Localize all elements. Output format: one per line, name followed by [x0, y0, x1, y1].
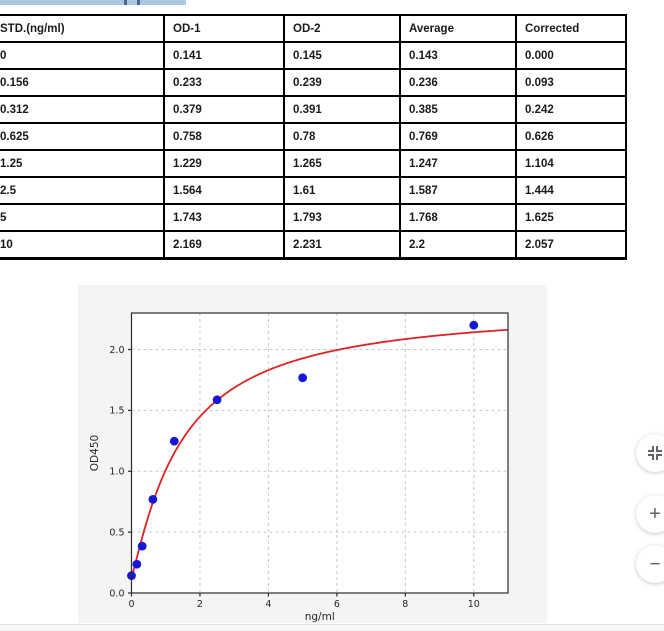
standard-curve-panel: 0 2 4 6 8 10 0.0 0.5 1.0 1.5 2.0 ng/ml OD450: [78, 285, 547, 623]
table-cell: 5: [0, 203, 165, 232]
standards-table: STD.(ng/ml) OD-1 OD-2 Average Corrected 0 0.1…: [0, 14, 627, 260]
table-cell: 2.5: [0, 176, 165, 205]
table-cell: 0: [0, 41, 165, 70]
table-cell: 1.104: [515, 149, 627, 178]
table-cell: 1.265: [283, 149, 401, 178]
table-cell: 0.000: [515, 41, 627, 70]
table-cell: 1.564: [163, 176, 285, 205]
table-cell: 1.25: [0, 149, 165, 178]
y-tick-label: 0.5: [109, 527, 124, 538]
table-cell: 1.61: [283, 176, 401, 205]
table-cell: 0.239: [283, 68, 401, 97]
table-row: 1.25 1.229 1.265 1.247 1.104: [0, 149, 627, 178]
table-row: 10 2.169 2.231 2.2 2.057: [0, 230, 627, 260]
x-axis-label: ng/ml: [305, 611, 335, 623]
x-tick-label: 2: [197, 599, 203, 610]
compress-icon: [648, 446, 662, 460]
table-cell: 1.229: [163, 149, 285, 178]
minus-icon: −: [649, 553, 661, 575]
window-edge: [0, 624, 664, 631]
plot-area: [131, 313, 508, 593]
x-tick-label: 4: [265, 599, 271, 610]
table-cell: 0.385: [399, 95, 517, 124]
table-row: 0.625 0.758 0.78 0.769 0.626: [0, 122, 627, 151]
zoom-in-button[interactable]: +: [636, 495, 664, 533]
table-cell: 0.758: [163, 122, 285, 151]
table-cell: 0.626: [515, 122, 627, 151]
x-tick-label: 10: [468, 599, 480, 610]
table-header-cell: Corrected: [515, 14, 627, 43]
table-cell: 10: [0, 230, 165, 260]
table-row: 0.156 0.233 0.239 0.236 0.093: [0, 68, 627, 97]
table-cell: 2.057: [515, 230, 627, 260]
table-cell: 0.379: [163, 95, 285, 124]
table-header-cell: OD-1: [163, 14, 285, 43]
data-point: [148, 494, 158, 504]
table-cell: 0.242: [515, 95, 627, 124]
fit-to-screen-button[interactable]: [636, 434, 664, 472]
table-cell: 0.233: [163, 68, 285, 97]
table-cell: 1.625: [515, 203, 627, 232]
data-point: [212, 395, 222, 405]
x-tick-label: 6: [334, 599, 340, 610]
table-cell: 1.247: [399, 149, 517, 178]
table-cell: 1.587: [399, 176, 517, 205]
table-cell: 1.444: [515, 176, 627, 205]
plot-border: [130, 312, 509, 594]
table-header-cell: OD-2: [283, 14, 401, 43]
x-tick-label: 8: [402, 599, 408, 610]
table-cell: 1.793: [283, 203, 401, 232]
data-point: [137, 541, 147, 551]
table-header-cell: STD.(ng/ml): [0, 14, 165, 43]
y-tick-label: 0.0: [109, 588, 124, 599]
table-cell: 2.169: [163, 230, 285, 260]
y-tick-label: 1.5: [109, 406, 124, 417]
fit-curve: [131, 328, 508, 578]
table-cell: 0.625: [0, 122, 165, 151]
table-cell: 2.231: [283, 230, 401, 260]
table-cell: 1.768: [399, 203, 517, 232]
table-cell: 0.236: [399, 68, 517, 97]
table-cell: 0.093: [515, 68, 627, 97]
table-cell: 1.743: [163, 203, 285, 232]
y-tick-label: 2.0: [109, 345, 124, 356]
x-tick-label: 0: [128, 599, 134, 610]
standard-curve-chart: 0 2 4 6 8 10 0.0 0.5 1.0 1.5 2.0 ng/ml OD450: [89, 312, 509, 623]
table-row: 0 0.141 0.145 0.143 0.000: [0, 41, 627, 70]
text-selection-remnant: [0, 0, 186, 5]
table-cell: 0.145: [283, 41, 401, 70]
selection-text-speck: [137, 0, 140, 5]
y-tick-label: 1.0: [109, 467, 124, 478]
data-point: [298, 373, 308, 383]
table-body: 0 0.141 0.145 0.143 0.000 0.156 0.233 0.239 0.23…: [0, 41, 627, 260]
y-axis-label: OD450: [89, 435, 101, 471]
table-cell: 0.391: [283, 95, 401, 124]
table-cell: 0.78: [283, 122, 401, 151]
table-row: 0.312 0.379 0.391 0.385 0.242: [0, 95, 627, 124]
table-cell: 0.156: [0, 68, 165, 97]
table-cell: 2.2: [399, 230, 517, 260]
data-point: [469, 320, 479, 330]
data-point: [132, 559, 142, 569]
table-header-row: STD.(ng/ml) OD-1 OD-2 Average Corrected: [0, 14, 627, 43]
data-point: [169, 436, 179, 446]
table-cell: 0.769: [399, 122, 517, 151]
table-row: 5 1.743 1.793 1.768 1.625: [0, 203, 627, 232]
table-cell: 0.141: [163, 41, 285, 70]
table-row: 2.5 1.564 1.61 1.587 1.444: [0, 176, 627, 205]
table-header-cell: Average: [399, 14, 517, 43]
table-cell: 0.312: [0, 95, 165, 124]
zoom-out-button[interactable]: −: [636, 545, 664, 583]
plus-icon: +: [649, 503, 661, 525]
selection-text-speck: [124, 0, 127, 5]
table-cell: 0.143: [399, 41, 517, 70]
